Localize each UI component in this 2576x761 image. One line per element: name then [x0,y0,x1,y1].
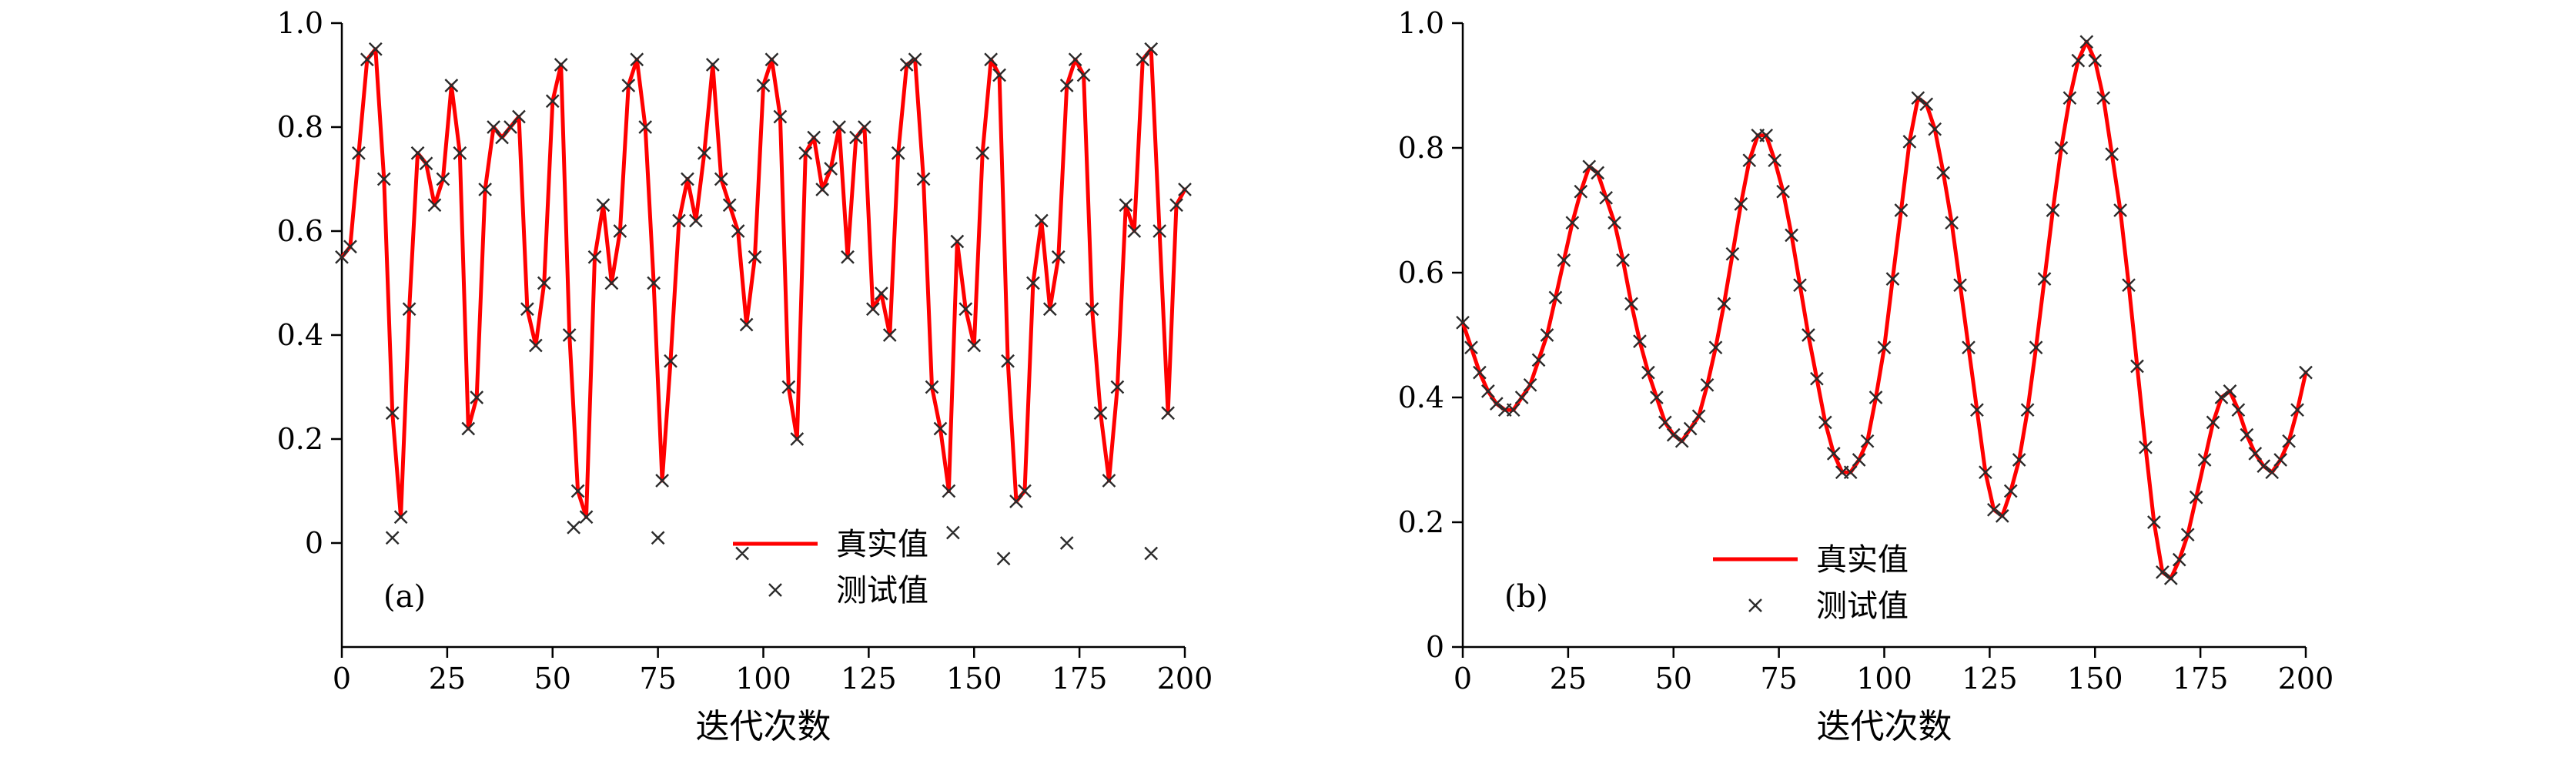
x-tick-label-a: 150 [946,662,1002,696]
y-tick-label-b: 0.2 [1398,505,1444,539]
panel-label-b: (b) [1504,579,1548,615]
x-tick-label-a: 25 [429,662,466,696]
true-value-line-b [1460,39,2308,581]
x-tick-label-b: 25 [1550,662,1587,696]
x-axis-title-a: 迭代次数 [696,707,831,746]
x-tick-label-a: 200 [1157,662,1213,696]
y-tick-label-a: 0.6 [277,214,323,248]
y-tick-label-b: 1.0 [1398,6,1444,40]
legend-test-label-a: 测试值 [836,573,928,608]
y-tick-label-a: 0.2 [277,422,323,456]
y-tick-label-b: 0.6 [1398,256,1444,290]
x-tick-label-b: 150 [2067,662,2123,696]
y-tick-label-a: 0.8 [277,110,323,144]
y-tick-label-a: 0 [305,526,323,560]
x-tick-label-b: 75 [1760,662,1797,696]
x-tick-label-a: 100 [735,662,791,696]
y-tick-label-b: 0.8 [1398,131,1444,165]
test-value-markers-b [1456,35,2313,585]
x-tick-label-b: 100 [1856,662,1912,696]
legend-test-marker-sample-a [768,583,782,597]
y-tick-label-a: 0.4 [277,318,323,352]
x-tick-label-b: 200 [2278,662,2334,696]
legend-true-label-a: 真实值 [836,527,928,562]
y-tick-label-b: 0 [1426,630,1444,664]
x-tick-label-a: 125 [841,662,897,696]
x-tick-label-b: 50 [1655,662,1692,696]
y-tick-label-a: 1.0 [277,6,323,40]
x-tick-label-a: 50 [534,662,571,696]
x-tick-label-a: 175 [1052,662,1108,696]
panel-label-a: (a) [383,579,426,615]
x-axis-title-b: 迭代次数 [1817,707,1952,746]
x-tick-label-b: 125 [1962,662,2018,696]
legend-test-label-b: 测试值 [1816,588,1909,624]
true-value-line-a [340,47,1187,519]
x-tick-label-a: 75 [639,662,676,696]
test-value-markers-a [335,42,1192,566]
x-tick-label-b: 175 [2173,662,2229,696]
legend-test-marker-sample-b [1748,598,1762,612]
x-tick-label-a: 0 [333,662,351,696]
legend-true-label-b: 真实值 [1816,542,1909,578]
x-tick-label-b: 0 [1454,662,1472,696]
y-tick-label-b: 0.4 [1398,380,1444,414]
